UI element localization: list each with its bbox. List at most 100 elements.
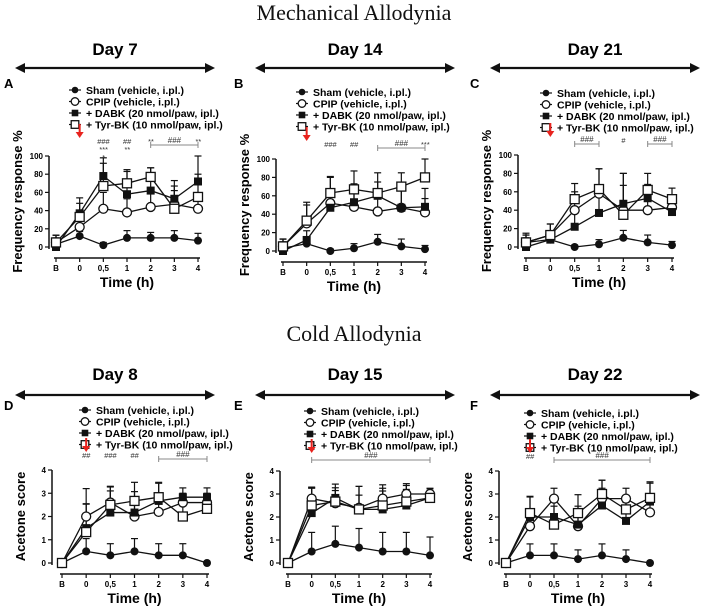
y-tick-label: 40 [34, 207, 43, 216]
y-tick-label: 0 [508, 243, 513, 252]
marker-open-square [545, 229, 556, 241]
marker-open-square [105, 499, 116, 511]
x-axis-label: Time (h) [332, 590, 386, 606]
y-axis-label: Frequency response % [479, 129, 494, 272]
marker-filled-circle [178, 551, 187, 560]
marker-filled-square [106, 508, 115, 517]
marker-filled-square [542, 112, 550, 120]
y-tick-label: 2 [270, 513, 275, 522]
y-tick-label: 80 [34, 170, 43, 179]
marker-open-circle [80, 417, 90, 426]
marker-open-square [277, 241, 289, 252]
x-tick-label: 2 [148, 264, 153, 273]
injection-arrow-icon [302, 135, 311, 141]
marker-open-square [642, 184, 653, 196]
marker-filled-square [574, 520, 582, 529]
panel-letter: D [4, 398, 13, 413]
marker-filled-circle [570, 243, 579, 251]
marker-filled-square [194, 177, 202, 186]
legend-label: + Tyr-BK (10 nmol/paw, ipl.) [321, 441, 458, 453]
marker-open-circle [192, 203, 204, 214]
marker-open-square [348, 184, 360, 195]
x-tick-label: 0,5 [569, 264, 581, 273]
significance-mark: *** [99, 145, 109, 154]
marker-open-circle [372, 206, 383, 217]
marker-filled-square [570, 222, 579, 231]
marker-open-square [282, 557, 294, 569]
marker-filled-circle [550, 551, 558, 560]
marker-filled-square [595, 208, 603, 217]
x-tick-label: 1 [357, 580, 362, 589]
arrow-head-left-icon [15, 63, 25, 73]
x-tick-label: 1 [352, 268, 357, 277]
y-tick-label: 40 [261, 210, 270, 219]
x-tick-label: 3 [399, 268, 404, 277]
legend-label: CPIP (vehicle, i.pl.) [313, 99, 407, 111]
significance-mark: ### [364, 451, 378, 460]
marker-open-circle [70, 97, 80, 106]
significance-mark: ## [123, 137, 132, 146]
x-axis-label: Time (h) [100, 274, 154, 290]
marker-filled-circle [643, 238, 652, 247]
marker-open-square [192, 191, 204, 203]
marker-open-square [419, 172, 431, 183]
x-tick-label: B [285, 580, 291, 589]
marker-filled-circle [307, 547, 316, 556]
y-tick-label: 100 [499, 151, 513, 160]
marker-filled-square [302, 235, 311, 244]
significance-mark: ### [595, 451, 609, 460]
marker-filled-square [81, 429, 89, 437]
x-tick-label: 0,5 [548, 580, 560, 589]
significance-mark: ### [395, 139, 409, 148]
marker-filled-circle [373, 237, 382, 246]
marker-filled-square [178, 493, 187, 502]
day-label: Day 21 [568, 40, 623, 59]
marker-open-circle [98, 203, 109, 214]
significance-mark: *** [421, 140, 431, 149]
x-tick-label: 0,5 [325, 268, 337, 277]
significance-mark: ** [148, 137, 155, 146]
arrow-head-left-icon [490, 390, 500, 400]
x-tick-label: B [280, 268, 286, 277]
panel-letter: E [234, 398, 243, 413]
injection-arrow-icon [307, 447, 316, 453]
marker-filled-circle [355, 543, 363, 552]
section-title-cold: Cold Allodynia [286, 321, 422, 346]
marker-filled-circle [298, 88, 306, 96]
injection-arrow-icon [546, 131, 555, 137]
significance-mark: ** [195, 137, 202, 146]
x-tick-label: 0,5 [105, 580, 117, 589]
legend-label: Sham (vehicle, i.pl.) [313, 87, 411, 99]
x-tick-label: 0 [309, 580, 314, 589]
marker-open-circle [620, 493, 632, 504]
y-axis-label: Acetone score [13, 472, 28, 562]
legend-label: + Tyr-BK (10 nmol/paw, ipl.) [86, 120, 223, 132]
marker-open-circle [153, 506, 164, 518]
marker-filled-square [598, 501, 606, 510]
marker-filled-circle [619, 233, 628, 242]
significance-mark: ### [653, 135, 667, 144]
significance-mark: ## [526, 452, 535, 461]
marker-open-square [666, 194, 678, 205]
marker-filled-circle [306, 407, 314, 415]
panel-e: Day 15 E Sham (vehicle, i.pl.)CPIP (vehicl… [234, 365, 458, 606]
marker-filled-square [397, 203, 406, 212]
marker-filled-circle [402, 547, 411, 556]
x-axis-label: Time (h) [551, 590, 605, 606]
marker-filled-circle [75, 232, 84, 241]
marker-filled-circle [331, 539, 340, 548]
marker-open-circle [297, 99, 307, 108]
y-axis-label: Frequency response % [10, 130, 25, 273]
legend-label: Sham (vehicle, i.pl.) [557, 88, 655, 100]
legend-label: + Tyr-BK (10 nmol/paw, ipl.) [96, 440, 233, 452]
x-tick-label: 2 [375, 268, 380, 277]
panel-d: Day 8 D Sham (vehicle, i.pl.)CPIP (vehicle… [4, 365, 233, 606]
marker-open-square [500, 557, 512, 569]
arrow-head-right-icon [690, 63, 700, 73]
x-tick-label: 1 [125, 264, 130, 273]
marker-open-square [377, 500, 388, 511]
x-tick-label: 1 [576, 580, 581, 589]
x-tick-label: 4 [648, 580, 653, 589]
marker-open-square [121, 178, 133, 189]
